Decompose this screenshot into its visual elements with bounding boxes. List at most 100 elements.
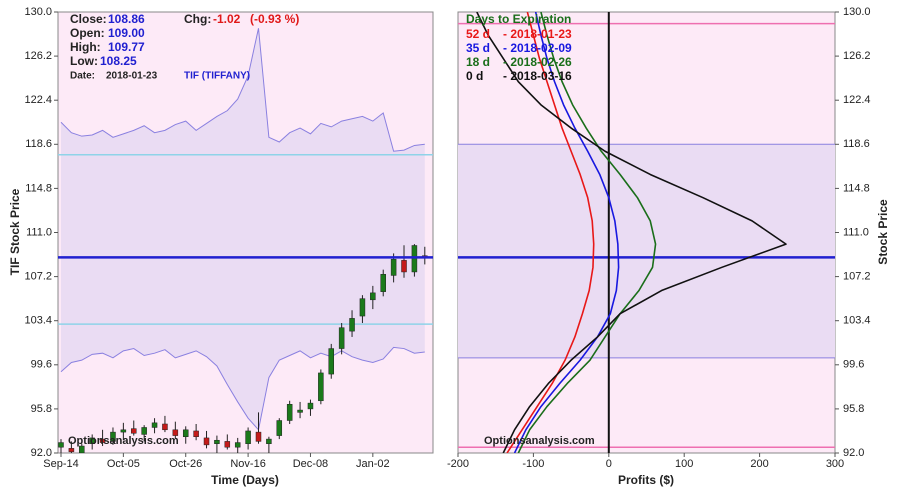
candle-body xyxy=(58,442,64,448)
watermark: Optionsanalysis.com xyxy=(484,435,595,447)
candle-body xyxy=(338,327,345,349)
x-tick-label: 0 xyxy=(606,458,612,470)
y-tick-label: 95.8 xyxy=(843,403,864,415)
y-tick-label: 103.4 xyxy=(843,315,871,327)
legend-name: 18 d xyxy=(466,55,490,69)
y-tick-label: 122.4 xyxy=(843,94,871,106)
chg-label: Chg: xyxy=(184,12,211,26)
y-tick-label: 126.2 xyxy=(24,50,52,62)
y-tick-label: 103.4 xyxy=(24,315,52,327)
candle-body xyxy=(224,441,231,448)
profit-curve xyxy=(506,12,595,453)
y-tick-label: 107.2 xyxy=(24,271,52,283)
chg-pct: (-0.93 %) xyxy=(250,12,299,26)
date: 2018-01-23 xyxy=(106,71,158,82)
low-label: Low: xyxy=(70,54,98,68)
candle-body xyxy=(234,442,241,448)
open-label: Open: xyxy=(70,26,105,40)
lower-band xyxy=(60,346,425,431)
symbol: TIF (TIFFANY) xyxy=(184,71,250,82)
legend-date: - 2018-02-26 xyxy=(503,55,572,69)
candle-body xyxy=(182,429,189,438)
y-tick-label: 111.0 xyxy=(26,226,52,238)
profit-curve xyxy=(513,12,620,453)
header: Close: 108.86 Open: 109.00 High: 109.77 … xyxy=(70,12,299,81)
watermark: Optionsanalysis.com xyxy=(68,435,179,447)
y-tick-label: 130.0 xyxy=(843,6,871,18)
high-label: High: xyxy=(70,40,101,54)
legend-date: - 2018-01-23 xyxy=(503,27,572,41)
candle-body xyxy=(359,298,366,317)
band-area xyxy=(61,28,425,430)
y-tick-label: 114.8 xyxy=(843,182,870,194)
y-tick-label: 130.0 xyxy=(24,6,52,18)
x-tick-label: 300 xyxy=(826,458,844,470)
legend-name: 35 d xyxy=(466,41,490,55)
x-axis-title: Time (Days) xyxy=(211,473,279,487)
y-tick-label: 114.8 xyxy=(25,182,52,194)
candle-body xyxy=(131,428,137,434)
candle-body xyxy=(266,438,272,444)
legend-date: - 2018-02-09 xyxy=(503,41,572,55)
candle-body xyxy=(286,404,293,421)
legend-name: 0 d xyxy=(466,69,483,83)
y-tick-label: 107.2 xyxy=(843,271,871,283)
y-tick-label: 126.2 xyxy=(843,50,871,62)
candle-body xyxy=(370,292,376,301)
open: 109.00 xyxy=(108,26,145,40)
upper-band xyxy=(60,28,425,152)
y-tick-label: 118.6 xyxy=(843,138,870,150)
profit-curve xyxy=(517,12,657,453)
x-tick-label: 200 xyxy=(750,458,768,470)
legend-date: - 2018-03-16 xyxy=(503,69,572,83)
candle-body xyxy=(172,429,179,436)
candle-body xyxy=(318,372,324,402)
y-tick-label: 92.0 xyxy=(31,447,52,459)
legend-name: 52 d xyxy=(466,27,490,41)
high: 109.77 xyxy=(108,40,145,54)
range-area xyxy=(458,144,835,358)
candle-body xyxy=(245,430,251,444)
candle-body xyxy=(328,348,335,375)
x-tick-label: 100 xyxy=(675,458,693,470)
x-axis-title: Profits ($) xyxy=(618,473,674,487)
y-tick-label: 99.6 xyxy=(31,359,52,371)
x-tick-label: Oct-05 xyxy=(107,458,140,470)
y-axis-title: TIF Stock Price xyxy=(8,188,22,275)
candle-body xyxy=(89,437,95,444)
candle-body xyxy=(203,437,210,446)
low: 108.25 xyxy=(100,54,137,68)
y-tick-label: 95.8 xyxy=(31,403,52,415)
close: 108.86 xyxy=(108,12,145,26)
candle-body xyxy=(297,409,303,413)
close-label: Close: xyxy=(70,12,107,26)
candle-body xyxy=(110,431,116,442)
date-label: Date: xyxy=(70,71,95,82)
candle-body xyxy=(214,439,220,444)
chg: -1.02 xyxy=(213,12,241,26)
x-tick-label: -200 xyxy=(447,458,469,470)
x-tick-label: Oct-26 xyxy=(169,458,202,470)
candle-body xyxy=(141,427,147,435)
x-tick-label: -100 xyxy=(522,458,544,470)
y-tick-label: 111.0 xyxy=(843,226,869,238)
candle-body xyxy=(401,260,407,273)
x-tick-label: Sep-14 xyxy=(43,458,78,470)
x-tick-label: Jan-02 xyxy=(356,458,390,470)
candle-body xyxy=(79,445,85,453)
candle-body xyxy=(68,448,75,453)
y-tick-label: 92.0 xyxy=(843,447,864,459)
x-tick-label: Dec-08 xyxy=(293,458,328,470)
candle-body xyxy=(380,274,386,292)
candle-body xyxy=(390,258,397,276)
y-tick-label: 118.6 xyxy=(25,138,52,150)
candle-body xyxy=(411,245,418,273)
y-axis-title: Stock Price xyxy=(876,199,890,265)
candle-body xyxy=(307,402,314,410)
legend-title: Days to Expiration xyxy=(466,12,571,26)
candle-body xyxy=(162,423,168,431)
candle-body xyxy=(255,431,262,442)
candle-body xyxy=(193,430,199,438)
candle-body xyxy=(120,429,127,433)
